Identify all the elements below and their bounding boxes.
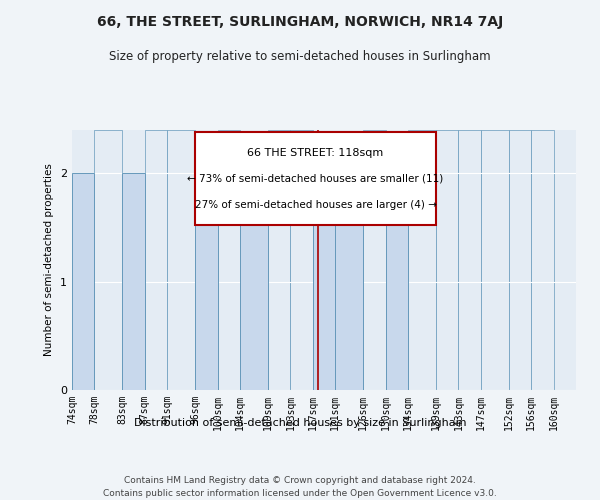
Bar [268, 130, 290, 390]
Bar [195, 174, 218, 390]
Bar [509, 130, 531, 390]
Bar [218, 130, 240, 390]
Bar [122, 174, 145, 390]
Bar [290, 130, 313, 390]
Text: Size of property relative to semi-detached houses in Surlingham: Size of property relative to semi-detach… [109, 50, 491, 63]
Bar [240, 174, 268, 390]
Text: 27% of semi-detached houses are larger (4) →: 27% of semi-detached houses are larger (… [194, 200, 437, 210]
Text: 66, THE STREET, SURLINGHAM, NORWICH, NR14 7AJ: 66, THE STREET, SURLINGHAM, NORWICH, NR1… [97, 15, 503, 29]
Bar [436, 130, 458, 390]
Bar [386, 174, 408, 390]
Bar [72, 174, 94, 390]
Bar [481, 130, 509, 390]
Bar [145, 130, 167, 390]
Bar [408, 130, 436, 390]
Text: Contains public sector information licensed under the Open Government Licence v3: Contains public sector information licen… [103, 488, 497, 498]
Text: Contains HM Land Registry data © Crown copyright and database right 2024.: Contains HM Land Registry data © Crown c… [124, 476, 476, 485]
Bar [531, 130, 554, 390]
Bar [167, 130, 195, 390]
Bar [335, 174, 363, 390]
Bar [94, 130, 122, 390]
Text: 66 THE STREET: 118sqm: 66 THE STREET: 118sqm [247, 148, 384, 158]
Bar [458, 130, 481, 390]
Text: ← 73% of semi-detached houses are smaller (11): ← 73% of semi-detached houses are smalle… [187, 174, 444, 184]
Text: Distribution of semi-detached houses by size in Surlingham: Distribution of semi-detached houses by … [134, 418, 466, 428]
FancyBboxPatch shape [195, 132, 436, 226]
Bar [363, 130, 386, 390]
Bar [313, 174, 335, 390]
Y-axis label: Number of semi-detached properties: Number of semi-detached properties [44, 164, 55, 356]
